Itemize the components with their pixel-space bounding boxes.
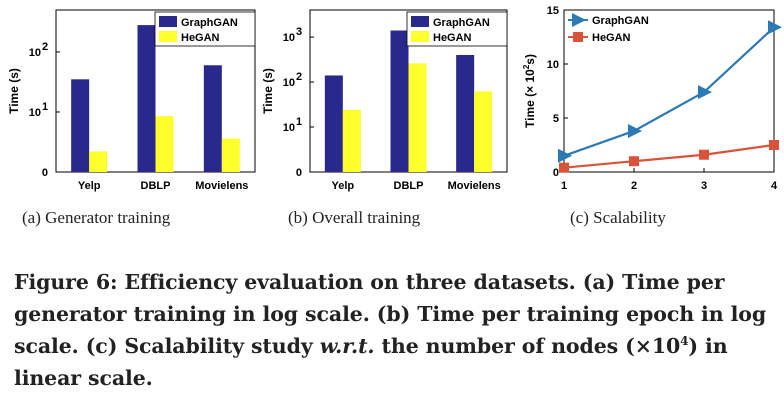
point-graphgan — [768, 20, 782, 35]
y-tick-exp: 3 — [296, 26, 302, 38]
bar-hegan-movielens — [474, 91, 493, 172]
y-tick-label: 10 — [283, 77, 295, 89]
bar-graphgan-movielens — [456, 54, 475, 172]
legend-label-hegan: HeGAN — [592, 32, 631, 44]
chart-a: 0 10 1 10 2 Time (s) Yelp DBLP Movielens GraphGAN… — [0, 0, 262, 205]
caption-b: (b) Overall training — [288, 208, 421, 227]
x-tick-label: 1 — [561, 180, 567, 192]
bar-graphgan-dblp — [137, 25, 156, 172]
y-tick-label: 0 — [553, 167, 559, 179]
x-tick-label: Yelp — [332, 180, 355, 192]
caption-c: (c) Scalability — [570, 208, 666, 227]
figure-caption-wrt: w.r.t. — [319, 334, 375, 358]
bar-graphgan-yelp — [71, 79, 90, 172]
bar-hegan-dblp — [408, 63, 427, 172]
x-tick-label: Yelp — [78, 180, 101, 192]
plot-area: 0 5 10 15 1 2 3 4 Time (× 102s) GraphGAN HeGAN — [522, 5, 782, 192]
figure-caption: Figure 6: Efficiency evaluation on three… — [14, 266, 774, 394]
y-axis-label: Time (s) — [261, 68, 275, 114]
series-line-hegan — [563, 143, 775, 169]
y-tick-label: 0 — [296, 167, 302, 179]
y-tick-label: 5 — [553, 113, 559, 125]
point-graphgan — [628, 123, 642, 138]
point-hegan — [769, 140, 779, 150]
chart-c-svg: 0 5 10 15 1 2 3 4 Time (× 102s) GraphGAN HeGAN — [522, 5, 782, 192]
y-tick-label: 10 — [547, 59, 559, 71]
point-hegan — [699, 149, 709, 160]
legend-label-hegan: HeGAN — [181, 32, 220, 44]
x-tick-label: DBLP — [141, 180, 171, 192]
bar-graphgan-yelp — [324, 75, 343, 172]
point-graphgan — [698, 85, 712, 100]
x-tick-label: 2 — [631, 180, 637, 192]
legend-label-hegan: HeGAN — [433, 32, 472, 44]
y-tick-label: 0 — [42, 167, 48, 179]
y-axis-label: Time (s) — [7, 68, 21, 114]
x-tick-label: 3 — [701, 180, 707, 192]
series-line-graphgan — [563, 26, 775, 157]
legend-swatch-hegan — [411, 31, 429, 42]
bar-hegan-movielens — [221, 138, 240, 172]
legend-label-graphgan: GraphGAN — [592, 15, 649, 27]
point-hegan — [559, 162, 569, 173]
x-tick-label: Movielens — [195, 180, 248, 192]
legend-swatch-graphgan — [159, 16, 177, 27]
y-tick-label: 10 — [283, 32, 295, 44]
figure-caption-text-3: ) in linear scale. — [14, 334, 728, 390]
point-hegan — [629, 156, 639, 167]
legend-swatch-hegan — [159, 31, 177, 42]
figure-caption-exp: 4 — [680, 334, 689, 348]
x-tick-label: Movielens — [448, 180, 501, 192]
bar-hegan-yelp — [89, 151, 108, 172]
caption-a: (a) Generator training — [22, 208, 171, 227]
bar-hegan-yelp — [342, 109, 361, 172]
y-tick-label: 10 — [29, 107, 41, 119]
chart-b: 0 10 1 10 2 10 3 Time (s) Yelp DBLP Movielens Graph… — [258, 0, 520, 205]
y-tick-label: 15 — [547, 5, 559, 17]
y-axis-label: Time (× 102s) — [522, 54, 537, 128]
y-tick-label: 10 — [29, 47, 41, 59]
figure-caption-text-2: the number of nodes (×10 — [374, 334, 681, 358]
legend-marker-hegan — [573, 32, 583, 42]
legend-marker-graphgan — [572, 13, 586, 27]
bar-hegan-dblp — [155, 116, 174, 172]
figure-caption-text: Figure 6: Efficiency evaluation on three… — [14, 270, 767, 358]
axes-frame — [563, 9, 775, 173]
legend-label-graphgan: GraphGAN — [181, 17, 238, 29]
y-tick-exp: 2 — [42, 41, 48, 53]
y-tick-exp: 1 — [296, 116, 302, 128]
legend-label-graphgan: GraphGAN — [433, 17, 490, 29]
y-tick-exp: 1 — [42, 101, 48, 113]
y-tick-exp: 2 — [296, 71, 302, 83]
point-graphgan — [558, 148, 572, 163]
y-tick-label: 10 — [283, 122, 295, 134]
legend-swatch-graphgan — [411, 16, 429, 27]
chart-c: 0 5 10 15 1 2 3 4 Time (× 102s) GraphGAN HeGAN — [516, 0, 784, 205]
x-tick-label: DBLP — [394, 180, 424, 192]
bar-graphgan-movielens — [203, 65, 222, 172]
bar-graphgan-dblp — [390, 30, 409, 173]
x-tick-label: 4 — [771, 180, 778, 192]
